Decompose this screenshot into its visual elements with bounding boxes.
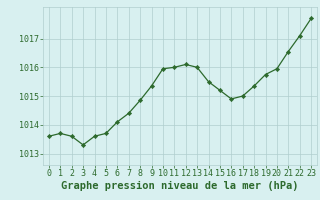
X-axis label: Graphe pression niveau de la mer (hPa): Graphe pression niveau de la mer (hPa) [61,181,299,191]
